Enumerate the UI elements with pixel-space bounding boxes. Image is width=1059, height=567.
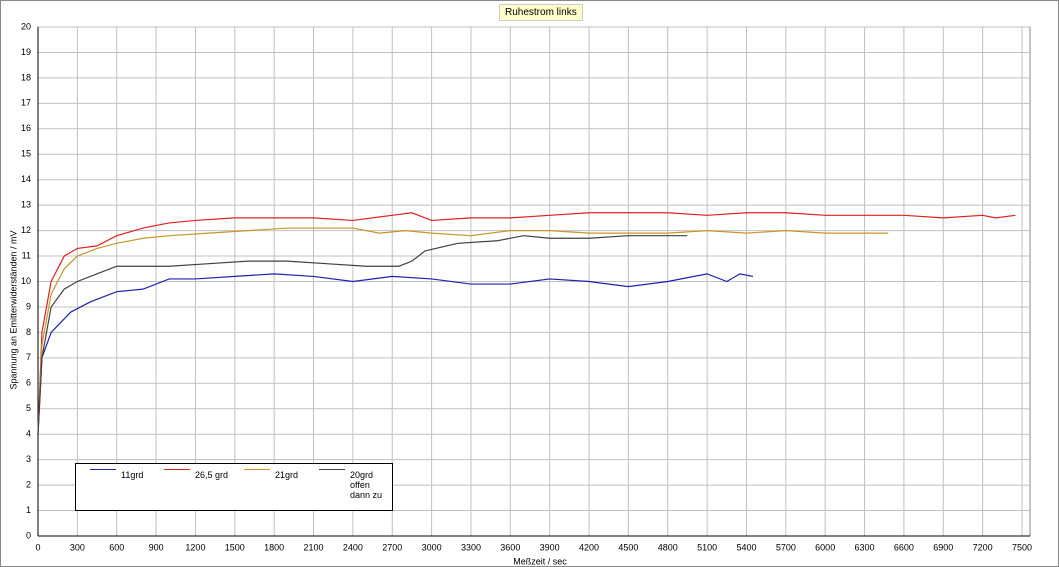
y-tick-label: 5: [26, 403, 31, 413]
y-axis-label: Spannung an Emitterwiderständen / mV: [8, 230, 18, 389]
x-tick-label: 5400: [736, 542, 756, 552]
data-line: [37, 273, 754, 435]
x-tick-label: 600: [109, 542, 124, 552]
legend-label: 21grd: [275, 470, 299, 480]
y-tick-label: 13: [21, 200, 31, 210]
x-tick-label: 4200: [579, 542, 599, 552]
legend-swatch: [90, 469, 116, 470]
x-tick-label: 2400: [343, 542, 363, 552]
legend: 11grd 26,5 grd 21grd 20grd offen dann zu: [75, 463, 393, 511]
chart-title: Ruhestrom links: [499, 4, 583, 21]
legend-label: 20grd offen dann zu: [350, 470, 383, 500]
x-tick-label: 7200: [973, 542, 993, 552]
y-tick-label: 12: [21, 225, 31, 235]
y-tick-label: 19: [21, 47, 31, 57]
x-tick-label: 2700: [382, 542, 402, 552]
x-tick-label: 7500: [1012, 542, 1032, 552]
x-tick-label: 4500: [618, 542, 638, 552]
y-tick-label: 7: [26, 352, 31, 362]
x-tick-label: 5100: [697, 542, 717, 552]
x-tick-label: 2100: [304, 542, 324, 552]
x-tick-label: 900: [149, 542, 164, 552]
x-tick-label: 6300: [855, 542, 875, 552]
x-tick-label: 3600: [500, 542, 520, 552]
y-tick-label: 17: [21, 98, 31, 108]
x-tick-label: 0: [35, 542, 40, 552]
y-tick-label: 14: [21, 174, 31, 184]
x-tick-label: 4800: [658, 542, 678, 552]
y-tick-label: 15: [21, 149, 31, 159]
legend-swatch: [164, 469, 190, 470]
x-tick-label: 3300: [461, 542, 481, 552]
y-tick-label: 11: [22, 250, 31, 260]
x-tick-label: 1200: [185, 542, 205, 552]
legend-swatch: [319, 469, 345, 470]
data-line: [37, 212, 1016, 435]
x-tick-label: 1800: [264, 542, 284, 552]
x-tick-label: 1500: [225, 542, 245, 552]
legend-label: 11grd: [121, 470, 144, 480]
y-tick-label: 20: [21, 21, 31, 31]
y-tick-label: 9: [26, 301, 31, 311]
y-tick-label: 4: [26, 429, 31, 439]
legend-label: 26,5 grd: [195, 470, 229, 480]
x-tick-label: 5700: [776, 542, 796, 552]
y-tick-label: 8: [26, 327, 31, 337]
y-tick-label: 6: [26, 378, 31, 388]
x-tick-label: 3900: [540, 542, 560, 552]
data-line: [37, 227, 889, 435]
x-axis-label: Meßzeit / sec: [513, 556, 567, 566]
x-tick-label: 6000: [815, 542, 835, 552]
y-tick-label: 1: [26, 505, 31, 515]
x-tick-label: 3000: [422, 542, 442, 552]
x-tick-label: 6600: [894, 542, 914, 552]
y-tick-label: 16: [21, 123, 31, 133]
y-tick-label: 2: [26, 479, 31, 489]
x-tick-label: 6900: [933, 542, 953, 552]
x-tick-label: 300: [70, 542, 85, 552]
legend-swatch: [244, 469, 270, 470]
y-tick-label: 10: [21, 276, 31, 286]
y-tick-label: 18: [21, 72, 31, 82]
y-tick-label: 3: [26, 454, 31, 464]
y-tick-label: 0: [26, 530, 31, 540]
data-line: [37, 235, 688, 435]
